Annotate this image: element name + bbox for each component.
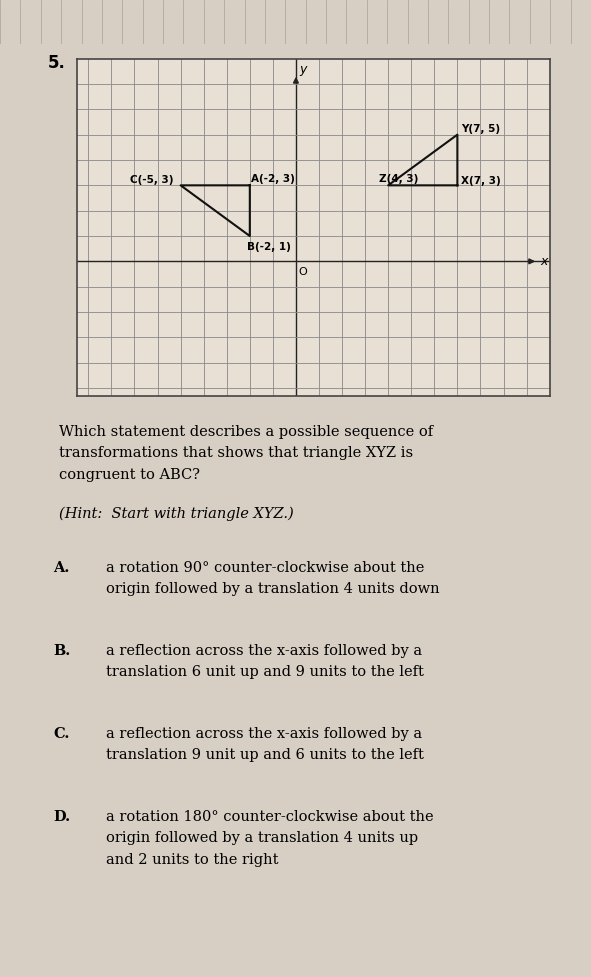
Text: Z(4, 3): Z(4, 3) — [379, 174, 418, 185]
Text: translation 9 unit up and 6 units to the left: translation 9 unit up and 6 units to the… — [106, 748, 424, 762]
Text: Y(7, 5): Y(7, 5) — [461, 124, 500, 134]
Text: B.: B. — [53, 644, 70, 658]
Text: a reflection across the x-axis followed by a: a reflection across the x-axis followed … — [106, 727, 423, 741]
Text: (Hint:  Start with triangle XYZ.): (Hint: Start with triangle XYZ.) — [59, 507, 294, 522]
Text: C(-5, 3): C(-5, 3) — [130, 175, 173, 186]
Text: a rotation 180° counter-clockwise about the: a rotation 180° counter-clockwise about … — [106, 810, 434, 824]
Text: D.: D. — [53, 810, 70, 824]
Text: y: y — [300, 63, 307, 75]
Text: x: x — [540, 255, 548, 268]
Text: origin followed by a translation 4 units up: origin followed by a translation 4 units… — [106, 831, 418, 845]
Text: congruent to ABC?: congruent to ABC? — [59, 468, 200, 482]
Text: 5.: 5. — [47, 54, 65, 71]
Text: Which statement describes a possible sequence of: Which statement describes a possible seq… — [59, 425, 433, 439]
Text: X(7, 3): X(7, 3) — [461, 176, 501, 186]
Text: and 2 units to the right: and 2 units to the right — [106, 853, 279, 867]
Text: transformations that shows that triangle XYZ is: transformations that shows that triangle… — [59, 446, 413, 460]
Text: A(-2, 3): A(-2, 3) — [251, 174, 295, 185]
Text: a rotation 90° counter-clockwise about the: a rotation 90° counter-clockwise about t… — [106, 561, 425, 574]
Text: origin followed by a translation 4 units down: origin followed by a translation 4 units… — [106, 582, 440, 596]
Text: C.: C. — [53, 727, 70, 741]
Text: A.: A. — [53, 561, 70, 574]
Text: translation 6 unit up and 9 units to the left: translation 6 unit up and 9 units to the… — [106, 665, 424, 679]
Text: O: O — [298, 268, 307, 277]
Text: a reflection across the x-axis followed by a: a reflection across the x-axis followed … — [106, 644, 423, 658]
Text: B(-2, 1): B(-2, 1) — [248, 242, 291, 252]
